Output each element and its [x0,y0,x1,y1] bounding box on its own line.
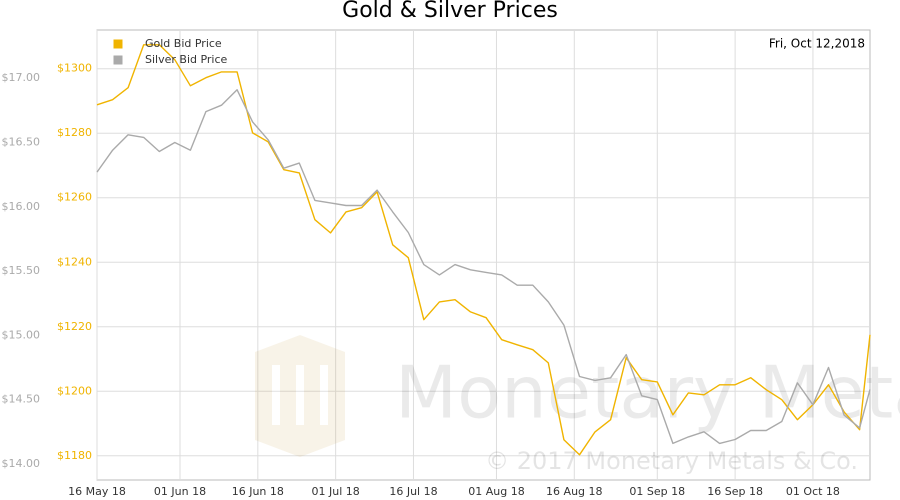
x-tick-label: 01 Sep 18 [629,485,685,498]
x-tick-label: 16 Sep 18 [707,485,763,498]
y2-tick-label: $16.00 [2,200,41,213]
x-tick-label: 01 Jul 18 [312,485,360,498]
date-label: Fri, Oct 12,2018 [769,37,865,51]
legend-swatch [112,54,124,66]
y2-tick-label: $15.00 [2,328,41,341]
y2-tick-label: $14.00 [2,457,41,470]
legend-label: Gold Bid Price [145,37,222,50]
series-line [96,44,871,456]
plot-area [96,29,871,481]
copyright: © 2017 Monetary Metals & Co. [485,447,858,475]
x-tick-label: 16 Jul 18 [389,485,437,498]
y-tick-label: $1260 [57,191,92,204]
x-tick-label: 16 Aug 18 [546,485,602,498]
y-tick-label: $1200 [57,384,92,397]
x-tick-label: 01 Jun 18 [154,485,206,498]
y2-tick-label: $14.50 [2,393,41,406]
y-tick-label: $1300 [57,62,92,75]
y-tick-label: $1280 [57,126,92,139]
x-tick-label: 16 May 18 [68,485,126,498]
watermark: Monetary Metals [395,351,900,435]
watermark-logo [255,335,345,457]
y2-tick-label: $16.50 [2,136,41,149]
x-tick-label: 16 Jun 18 [232,485,284,498]
chart-title: Gold & Silver Prices [342,0,558,23]
series-line [96,89,871,445]
y-tick-label: $1180 [57,449,92,462]
legend-label: Silver Bid Price [145,53,228,66]
y2-tick-label: $17.00 [2,71,41,84]
legend-swatch [112,38,124,50]
x-tick-label: 01 Aug 18 [468,485,524,498]
y2-tick-label: $15.50 [2,264,41,277]
y-tick-label: $1240 [57,255,92,268]
y-tick-label: $1220 [57,320,92,333]
x-tick-label: 01 Oct 18 [786,485,840,498]
